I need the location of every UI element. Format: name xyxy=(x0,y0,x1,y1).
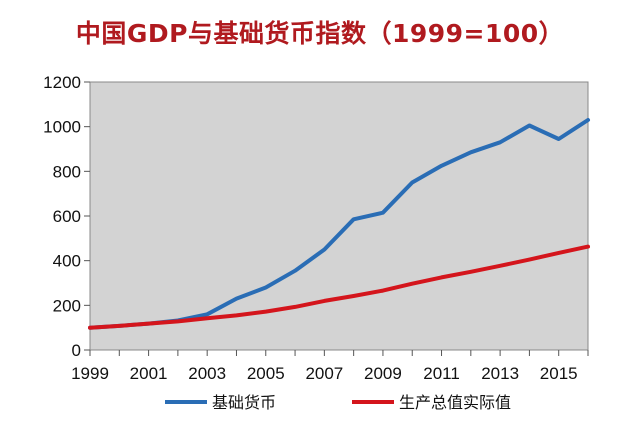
x-tick-label: 2003 xyxy=(188,364,226,383)
series-line-2 xyxy=(88,244,590,330)
x-tick-label: 2013 xyxy=(481,364,519,383)
y-tick-label: 1000 xyxy=(43,118,81,137)
legend-label-1: 基础货币 xyxy=(212,393,276,412)
x-tick-label: 1999 xyxy=(71,364,109,383)
series-layer xyxy=(88,118,590,330)
y-tick-label: 200 xyxy=(53,296,81,315)
x-tick-label: 2009 xyxy=(364,364,402,383)
chart-title: 中国GDP与基础货币指数（1999=100） xyxy=(75,19,565,48)
y-tick-label: 1200 xyxy=(43,73,81,92)
x-tick-label: 2005 xyxy=(247,364,285,383)
y-tick-label: 800 xyxy=(53,162,81,181)
legend: 基础货币 生产总值实际值 xyxy=(165,393,511,412)
plot-area xyxy=(89,81,589,351)
legend-label-2: 生产总值实际值 xyxy=(399,393,511,412)
x-axis: 1999 2001 2003 2005 2007 2009 2011 2013 2015 xyxy=(71,350,589,383)
x-tick-label: 2001 xyxy=(130,364,168,383)
y-tick-label: 0 xyxy=(72,341,81,360)
x-tick-label: 2011 xyxy=(423,364,460,383)
y-tick-label: 400 xyxy=(53,252,81,271)
x-tick-label: 2015 xyxy=(540,364,578,383)
y-tick-label: 600 xyxy=(53,207,81,226)
x-tick-label: 2007 xyxy=(305,364,343,383)
y-axis: 0 200 400 600 800 1000 1200 xyxy=(43,73,90,360)
